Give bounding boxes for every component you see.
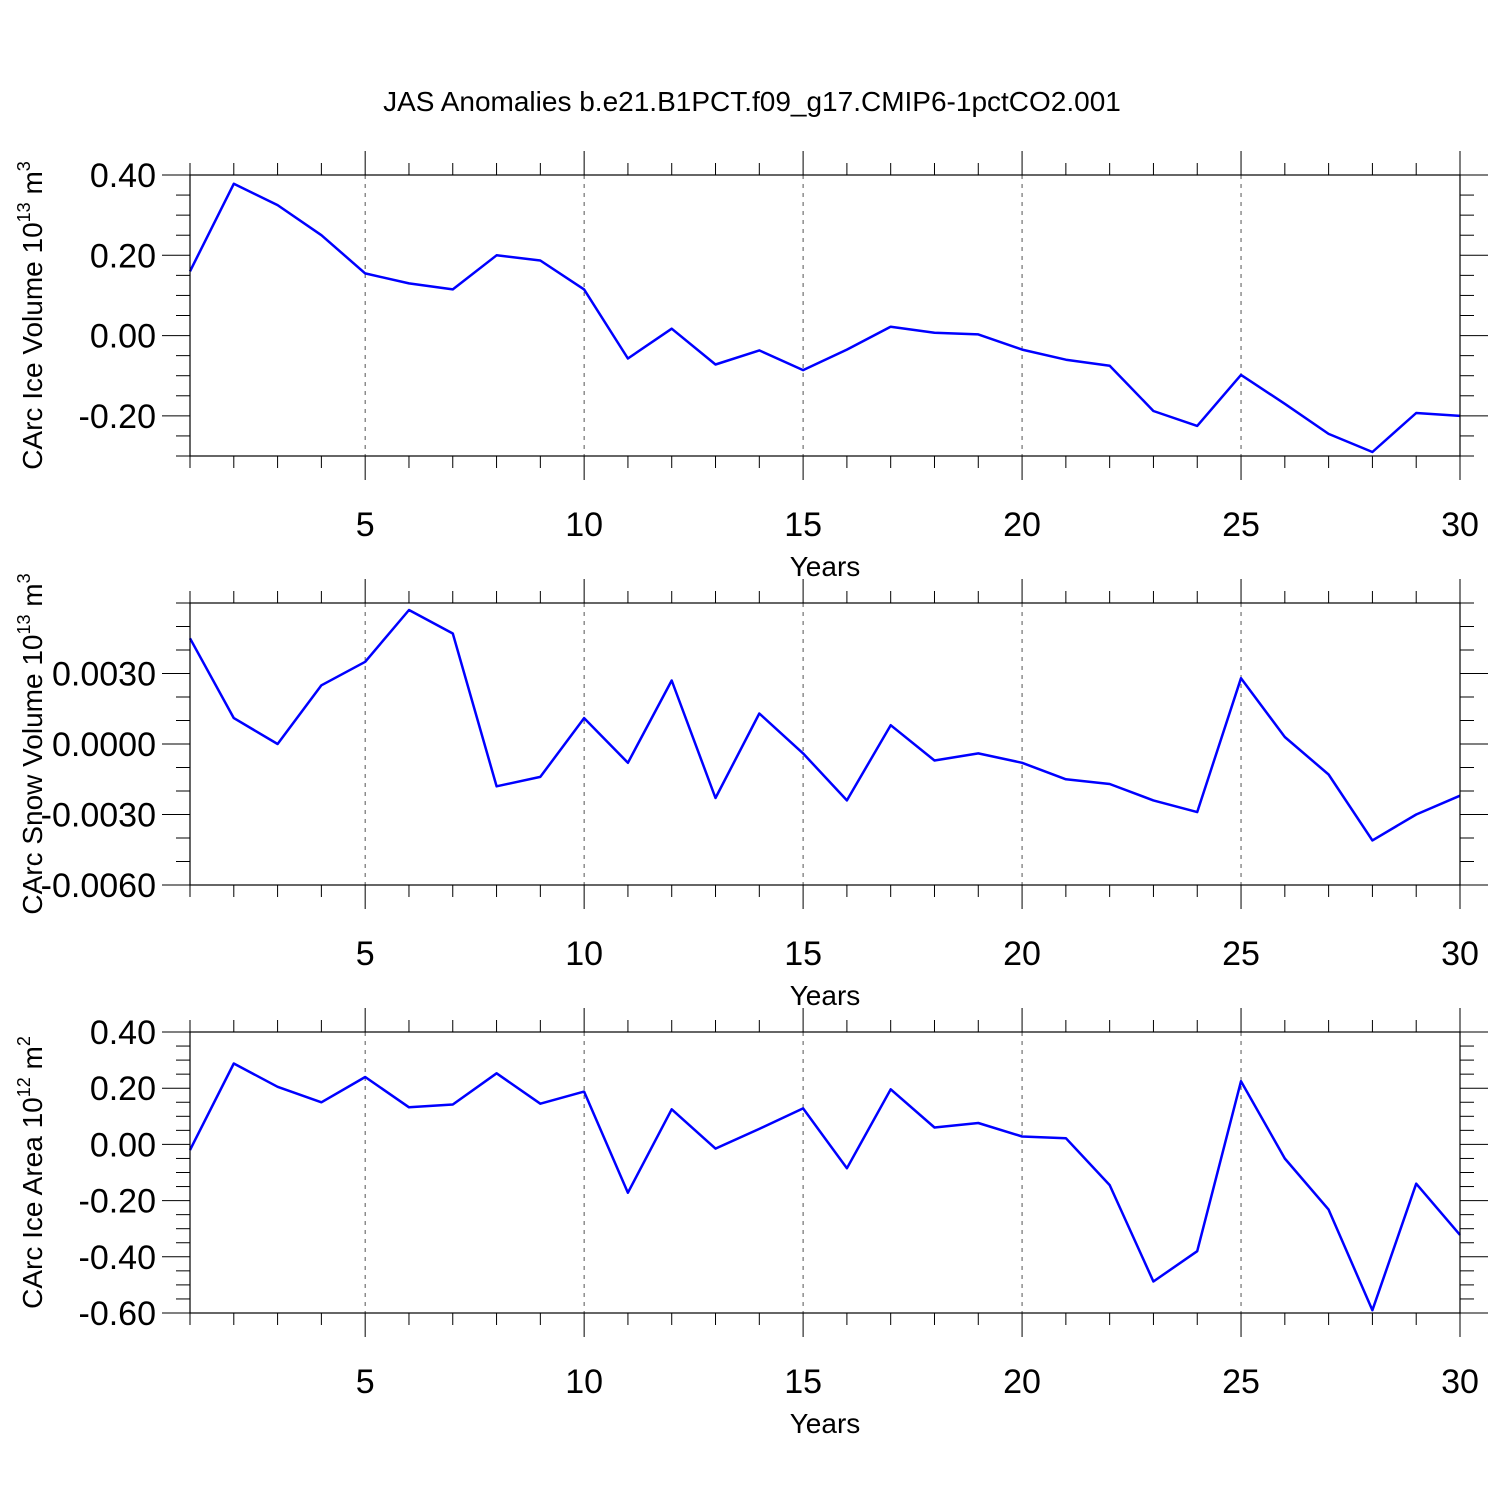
y-axis-label: CArc Ice Area 1012 m2 <box>14 1036 48 1309</box>
y-tick-label: 0.0030 <box>52 656 156 694</box>
series-line <box>188 182 1461 454</box>
x-tick-label: 20 <box>1003 1363 1041 1401</box>
panel-3: -0.60 -0.40 -0.20 0.00 0.20 0.40 5 10 15 20 25 30 Ye… <box>14 1008 1488 1439</box>
x-tick-label: 30 <box>1441 1363 1479 1401</box>
y-tick-label: -0.20 <box>79 1183 157 1221</box>
y-tick-label: 0.0000 <box>52 726 156 764</box>
y-axis-label: CArc Ice Volume 1013 m3 <box>14 161 48 470</box>
x-axis-label: Years <box>790 1408 861 1439</box>
chart-title: JAS Anomalies b.e21.B1PCT.f09_g17.CMIP6-… <box>383 86 1121 117</box>
x-tick-label: 25 <box>1222 935 1260 973</box>
panel-2: -0.0060 -0.0030 0.0000 0.0030 5 10 15 20 25 30 Yea… <box>14 573 1488 1011</box>
y-axis-label-unit: m <box>17 583 48 614</box>
series-line <box>188 1062 1461 1312</box>
x-tick-label: 5 <box>356 506 375 544</box>
y-axis-label-text: CArc Snow Volume 10 <box>17 635 48 915</box>
y-axis-label-unit-exponent: 3 <box>14 573 34 583</box>
y-axis-label-exponent: 12 <box>14 1077 34 1097</box>
x-tick-label: 25 <box>1222 1363 1260 1401</box>
x-tick-label: 15 <box>784 935 822 973</box>
x-tick-label: 5 <box>356 935 375 973</box>
y-tick-label: 0.40 <box>90 157 156 195</box>
y-axis-label: CArc Snow Volume 1013 m3 <box>14 573 48 914</box>
x-tick-label: 20 <box>1003 935 1041 973</box>
panel-1: -0.20 0.00 0.20 0.40 5 10 15 20 25 30 Years CArc Ic… <box>14 151 1488 582</box>
x-tick-label: 10 <box>565 506 603 544</box>
series-line <box>188 608 1461 842</box>
y-axis-label-unit: m <box>17 171 48 202</box>
x-tick-label: 30 <box>1441 935 1479 973</box>
y-axis-label-unit-exponent: 2 <box>14 1036 34 1046</box>
y-tick-label: 0.00 <box>90 318 156 356</box>
plot-frame <box>189 1031 1461 1314</box>
x-tick-label: 20 <box>1003 506 1041 544</box>
y-tick-label: -0.60 <box>79 1295 157 1333</box>
y-tick-label: 0.20 <box>90 1070 156 1108</box>
y-tick-label: -0.40 <box>79 1239 157 1277</box>
y-tick-label: -0.20 <box>79 398 157 436</box>
y-axis-label-unit: m <box>17 1046 48 1077</box>
y-tick-label: 0.20 <box>90 237 156 275</box>
plot-frame <box>189 602 1461 886</box>
y-axis-label-exponent: 13 <box>14 202 34 222</box>
y-tick-label: 0.00 <box>90 1126 156 1164</box>
x-tick-label: 5 <box>356 1363 375 1401</box>
x-tick-label: 25 <box>1222 506 1260 544</box>
y-tick-label: -0.0030 <box>41 797 156 835</box>
y-axis-label-text: CArc Ice Area 10 <box>17 1097 48 1309</box>
y-axis-label-unit-exponent: 3 <box>14 161 34 171</box>
x-tick-label: 15 <box>784 506 822 544</box>
x-tick-label: 10 <box>565 935 603 973</box>
x-axis-label: Years <box>790 551 861 582</box>
x-tick-label: 15 <box>784 1363 822 1401</box>
y-axis-label-exponent: 13 <box>14 614 34 634</box>
y-tick-label: -0.0060 <box>41 867 156 905</box>
x-axis-label: Years <box>790 980 861 1011</box>
plot-frame <box>189 174 1461 457</box>
y-tick-label: 0.40 <box>90 1014 156 1052</box>
x-tick-label: 30 <box>1441 506 1479 544</box>
y-axis-label-text: CArc Ice Volume 10 <box>17 222 48 469</box>
x-tick-label: 10 <box>565 1363 603 1401</box>
